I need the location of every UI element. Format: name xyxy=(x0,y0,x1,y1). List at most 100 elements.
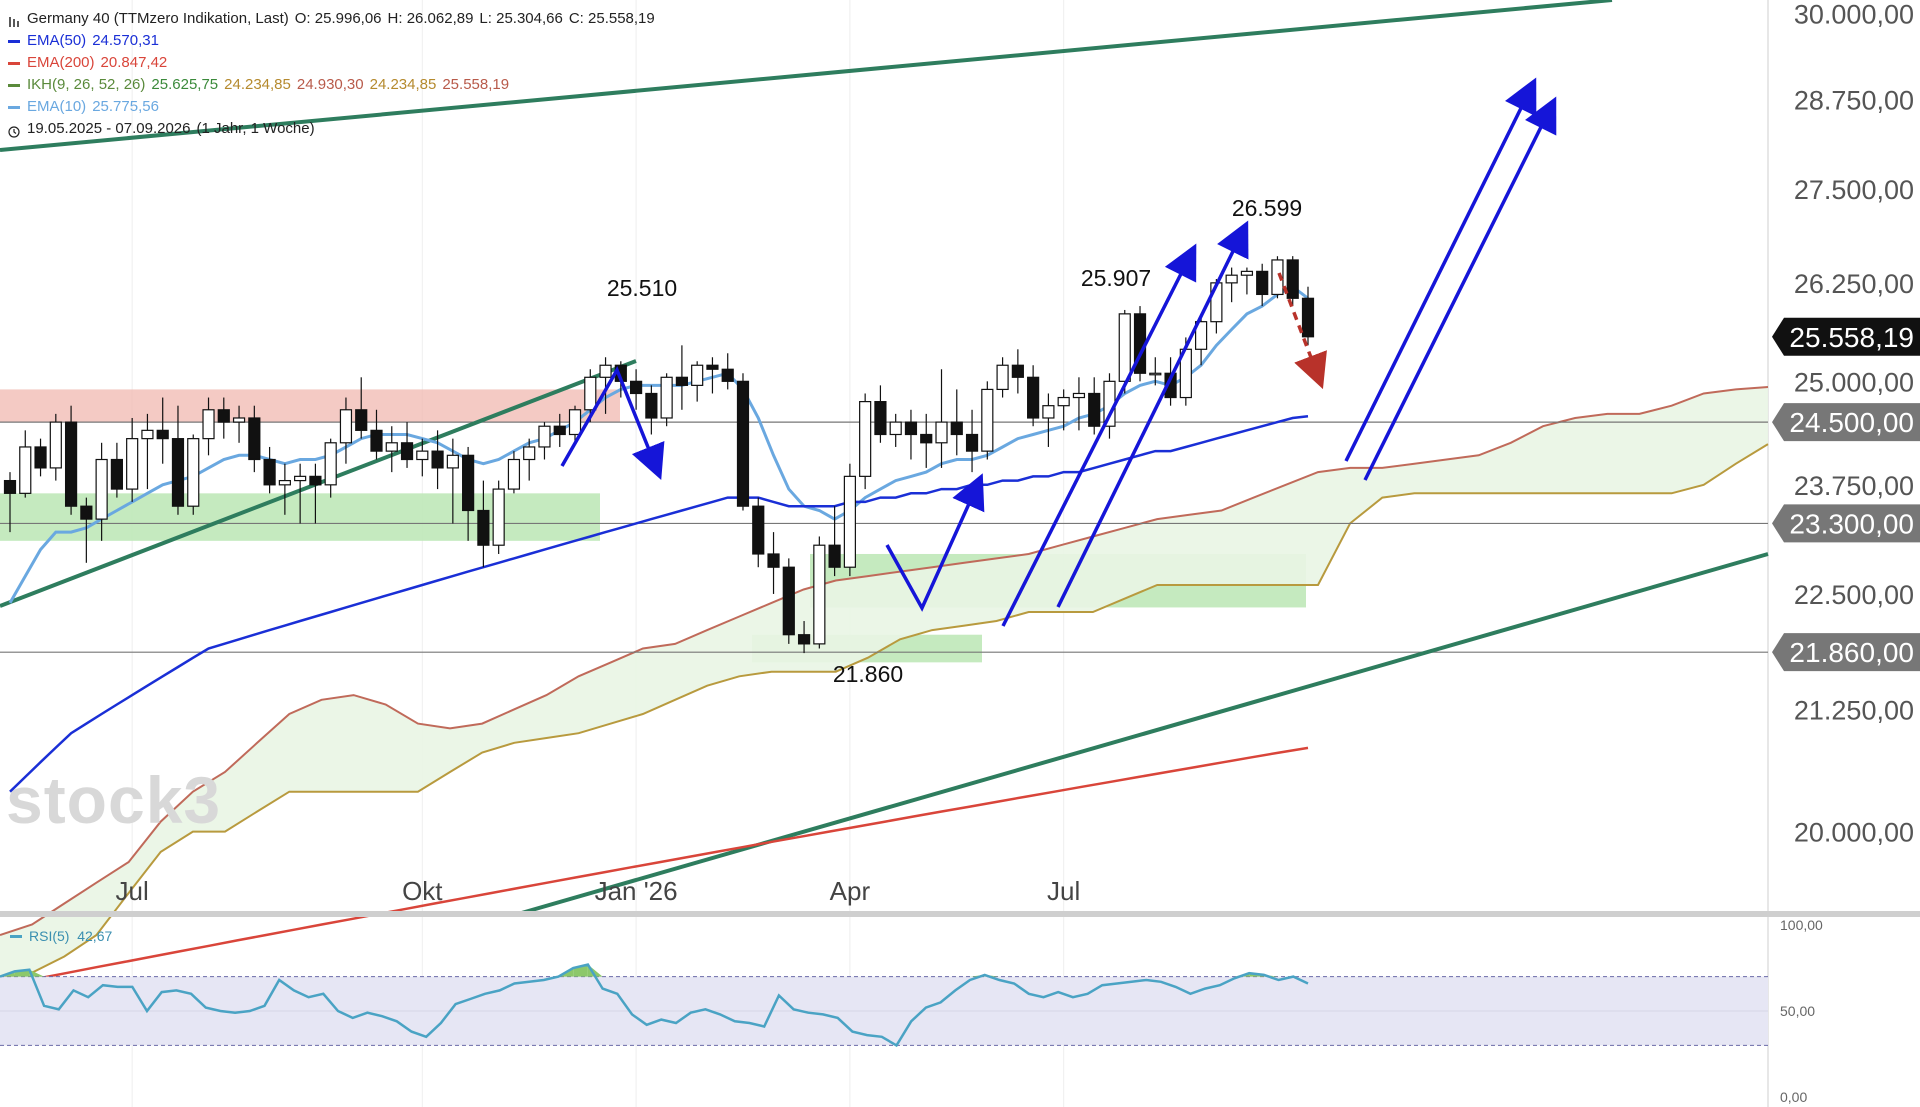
candle-body xyxy=(324,442,337,486)
candle-body xyxy=(1072,392,1086,399)
candle-body xyxy=(584,376,597,411)
resistance-zone xyxy=(0,389,620,423)
candle-body xyxy=(19,446,32,494)
candle-body xyxy=(568,409,582,436)
legend-period: 19.05.2025 - 07.09.2026 (1 Jahr, 1 Woche… xyxy=(8,118,655,140)
candle-body xyxy=(981,388,994,452)
candle-body xyxy=(1286,259,1299,299)
candle-body xyxy=(80,505,93,520)
price-annotation: 26.599 xyxy=(1232,195,1302,221)
ichimoku-cloud xyxy=(0,386,1769,980)
ema50-label: EMA(50) xyxy=(27,32,87,49)
candle-body xyxy=(385,442,398,452)
ikh-value-senkou-a: 24.930,30 xyxy=(296,76,364,93)
symbol-title: Germany 40 (TTMzero Indikation, Last) xyxy=(27,10,289,27)
candle-body xyxy=(492,488,505,546)
candle-body xyxy=(599,364,612,378)
x-tick-label: Jul xyxy=(1047,876,1080,906)
candle-body xyxy=(843,475,856,568)
candle-body xyxy=(920,433,933,444)
y-tick-label: 23.750,00 xyxy=(1794,471,1914,501)
candle-body xyxy=(1027,376,1040,419)
rsi-overbought-fill xyxy=(29,969,45,977)
arrow-up-4[interactable] xyxy=(1363,96,1557,481)
candle-body xyxy=(950,421,963,436)
arrow-down-dashed[interactable] xyxy=(1277,272,1327,390)
price-annotation: 25.907 xyxy=(1081,265,1151,291)
arrow-up-3[interactable] xyxy=(1344,77,1537,462)
candle-body xyxy=(416,450,429,461)
candle-body xyxy=(248,417,261,461)
price-badge-shape xyxy=(1772,633,1920,672)
candle-body xyxy=(446,454,459,469)
candle-body xyxy=(721,368,734,382)
clock-icon xyxy=(8,123,20,138)
candle-body xyxy=(1301,297,1315,338)
price-annotation: 21.860 xyxy=(833,661,903,687)
senkou-b-line xyxy=(0,443,1769,980)
legend-ikh[interactable]: IKH(9, 26, 52, 26) 25.625,75 24.234,85 2… xyxy=(8,74,655,96)
candle-body xyxy=(141,429,154,440)
rsi-legend[interactable]: RSI(5) 42,67 xyxy=(10,928,112,944)
candle-body xyxy=(263,458,276,486)
rsi-swatch xyxy=(10,934,22,938)
ikh-value-tenkan: 25.625,75 xyxy=(151,76,219,93)
candlesticks xyxy=(3,256,1315,654)
candle-body xyxy=(736,380,750,507)
channel-upper-line[interactable] xyxy=(0,0,1613,152)
candle-body xyxy=(64,421,78,507)
candle-body xyxy=(1118,313,1131,382)
x-tick-label: Jul xyxy=(116,876,149,906)
candle-body xyxy=(294,475,307,482)
price-axis-bg xyxy=(1768,0,1920,914)
candle-body xyxy=(965,433,979,452)
legend-ema10[interactable]: EMA(10) 25.775,56 xyxy=(8,96,655,118)
candle-body xyxy=(828,544,841,568)
y-tick-label: 20.000,00 xyxy=(1794,818,1914,848)
watermark-logo: stock3 xyxy=(6,763,222,837)
price-badge-shape xyxy=(1772,317,1920,356)
candle-body xyxy=(752,505,765,555)
candle-body xyxy=(202,409,215,440)
ikh-value-kijun: 24.234,85 xyxy=(224,76,291,93)
y-tick-label: 26.250,00 xyxy=(1794,269,1914,299)
candle-body xyxy=(1256,270,1269,296)
price-badge-label: 25.558,19 xyxy=(1789,322,1914,353)
legend-ema50[interactable]: EMA(50) 24.570,31 xyxy=(8,30,655,52)
arrow-up-2[interactable] xyxy=(1056,220,1249,608)
candle-body xyxy=(49,421,62,469)
candle-body xyxy=(1240,270,1254,276)
candle-body xyxy=(477,509,490,546)
candle-body xyxy=(538,425,551,448)
price-badge-shape xyxy=(1772,504,1920,543)
candle-body xyxy=(232,417,246,423)
candle-body xyxy=(706,364,719,370)
ema200-label: EMA(200) xyxy=(27,54,95,71)
channel-lower-line[interactable] xyxy=(517,552,1769,916)
candle-body xyxy=(1195,321,1208,350)
candle-body xyxy=(110,458,123,490)
candle-body xyxy=(797,634,811,645)
candle-body xyxy=(889,421,902,436)
ema50-line xyxy=(9,415,1309,793)
candle-body xyxy=(95,458,108,520)
ohlc-high-value: 26.062,89 xyxy=(406,10,474,27)
drawn-arrows[interactable] xyxy=(560,77,1557,627)
arrow-zigzag-down[interactable] xyxy=(560,365,665,480)
arrow-v-up[interactable] xyxy=(885,473,985,612)
senkou-a-line xyxy=(0,386,1769,937)
rsi-line xyxy=(0,963,1309,1048)
y-axis: 30.000,00 28.750,00 27.500,00 26.250,00 25.0… xyxy=(1794,0,1914,848)
rsi-label: RSI(5) xyxy=(29,928,70,944)
legend-ema200[interactable]: EMA(200) 20.847,42 xyxy=(8,52,655,74)
price-badges: 25.558,19 24.500,00 23.300,00 21.860,00 xyxy=(1772,317,1920,672)
ohlc-close-label: C: xyxy=(568,10,584,27)
ohlc-open-value: 25.996,06 xyxy=(314,10,382,27)
ohlc-low-label: L: xyxy=(479,10,492,27)
price-annotations: 25.510 25.907 26.599 21.860 xyxy=(607,195,1302,687)
bar-chart-icon xyxy=(8,13,20,27)
price-badge-label: 23.300,00 xyxy=(1789,508,1914,539)
arrow-up-1[interactable] xyxy=(1001,243,1197,627)
